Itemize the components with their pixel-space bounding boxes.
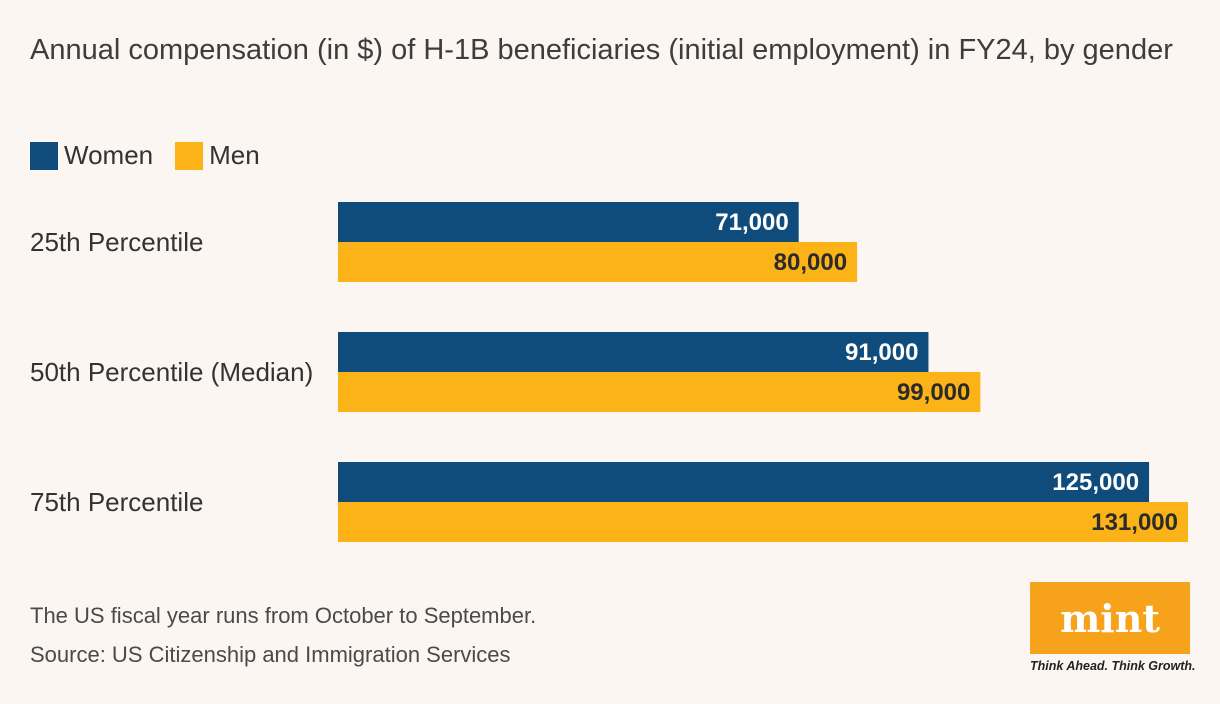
footer-note: The US fiscal year runs from October to … xyxy=(30,603,537,628)
category-label: 75th Percentile xyxy=(30,487,203,517)
legend-item-men: Men xyxy=(175,140,260,171)
legend-label-men: Men xyxy=(209,140,260,170)
bar-women xyxy=(338,462,1150,502)
bar-men xyxy=(338,242,858,282)
category-label: 50th Percentile (Median) xyxy=(30,357,313,387)
legend-item-women: Women xyxy=(30,140,153,171)
data-label: 125,000 xyxy=(1052,469,1139,496)
data-label: 99,000 xyxy=(897,379,970,406)
source-note: Source: US Citizenship and Immigration S… xyxy=(30,642,511,667)
bar-chart: 25th Percentile 71,000 80,000 50th Percenti… xyxy=(30,202,1188,542)
category-label: 25th Percentile xyxy=(30,227,203,257)
data-label: 131,000 xyxy=(1091,509,1178,536)
legend-swatch-men xyxy=(175,141,204,170)
data-label: 80,000 xyxy=(774,249,847,276)
mint-logo: mint xyxy=(1030,582,1190,654)
logo-text: mint xyxy=(1060,595,1160,641)
data-label: 91,000 xyxy=(845,339,918,366)
bar-women xyxy=(338,332,929,372)
bar-men xyxy=(338,372,981,412)
legend-label-women: Women xyxy=(64,140,154,170)
data-label: 71,000 xyxy=(715,209,788,236)
bar-women xyxy=(338,202,799,242)
logo-tagline: Think Ahead. Think Growth. xyxy=(1030,659,1196,673)
legend: Women Men xyxy=(30,140,282,171)
bar-men xyxy=(338,502,1188,542)
legend-swatch-women xyxy=(30,141,58,170)
chart-title: Annual compensation (in $) of H-1B benef… xyxy=(30,34,1173,66)
